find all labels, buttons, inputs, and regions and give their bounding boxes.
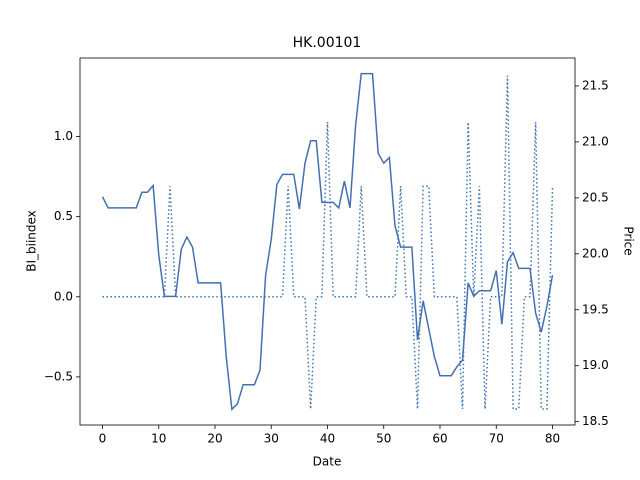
x-tick-label: 40 [320, 432, 335, 446]
y2-tick-label: 18.5 [582, 414, 609, 428]
y2-tick-label: 21.0 [582, 134, 609, 148]
x-tick-label: 0 [99, 432, 107, 446]
y2-tick-label: 20.5 [582, 190, 609, 204]
x-tick-label: 70 [489, 432, 504, 446]
y-tick-label: −0.5 [44, 369, 73, 383]
series-line [102, 75, 554, 410]
y2-tick-label: 20.0 [582, 246, 609, 260]
x-tick-label: 50 [376, 432, 391, 446]
y-axis-label: BI_biindex [25, 210, 39, 272]
y-tick-label: 0.5 [54, 209, 73, 223]
x-tick-label: 10 [151, 432, 166, 446]
y-tick-label: 1.0 [54, 129, 73, 143]
y2-tick-label: 19.5 [582, 302, 609, 316]
x-tick-label: 20 [207, 432, 222, 446]
y2-tick-label: 21.5 [582, 78, 609, 92]
y-tick-label: 0.0 [54, 289, 73, 303]
x-tick-label: 60 [432, 432, 447, 446]
series-line [101, 72, 554, 411]
chart-title: HK.00101 [293, 35, 362, 51]
x-axis-label: Date [313, 455, 342, 469]
x-tick-label: 80 [545, 432, 560, 446]
y2-axis-label: Price [622, 226, 636, 255]
y2-tick-label: 19.0 [582, 358, 609, 372]
plot-frame [79, 57, 576, 426]
x-tick-label: 30 [264, 432, 279, 446]
